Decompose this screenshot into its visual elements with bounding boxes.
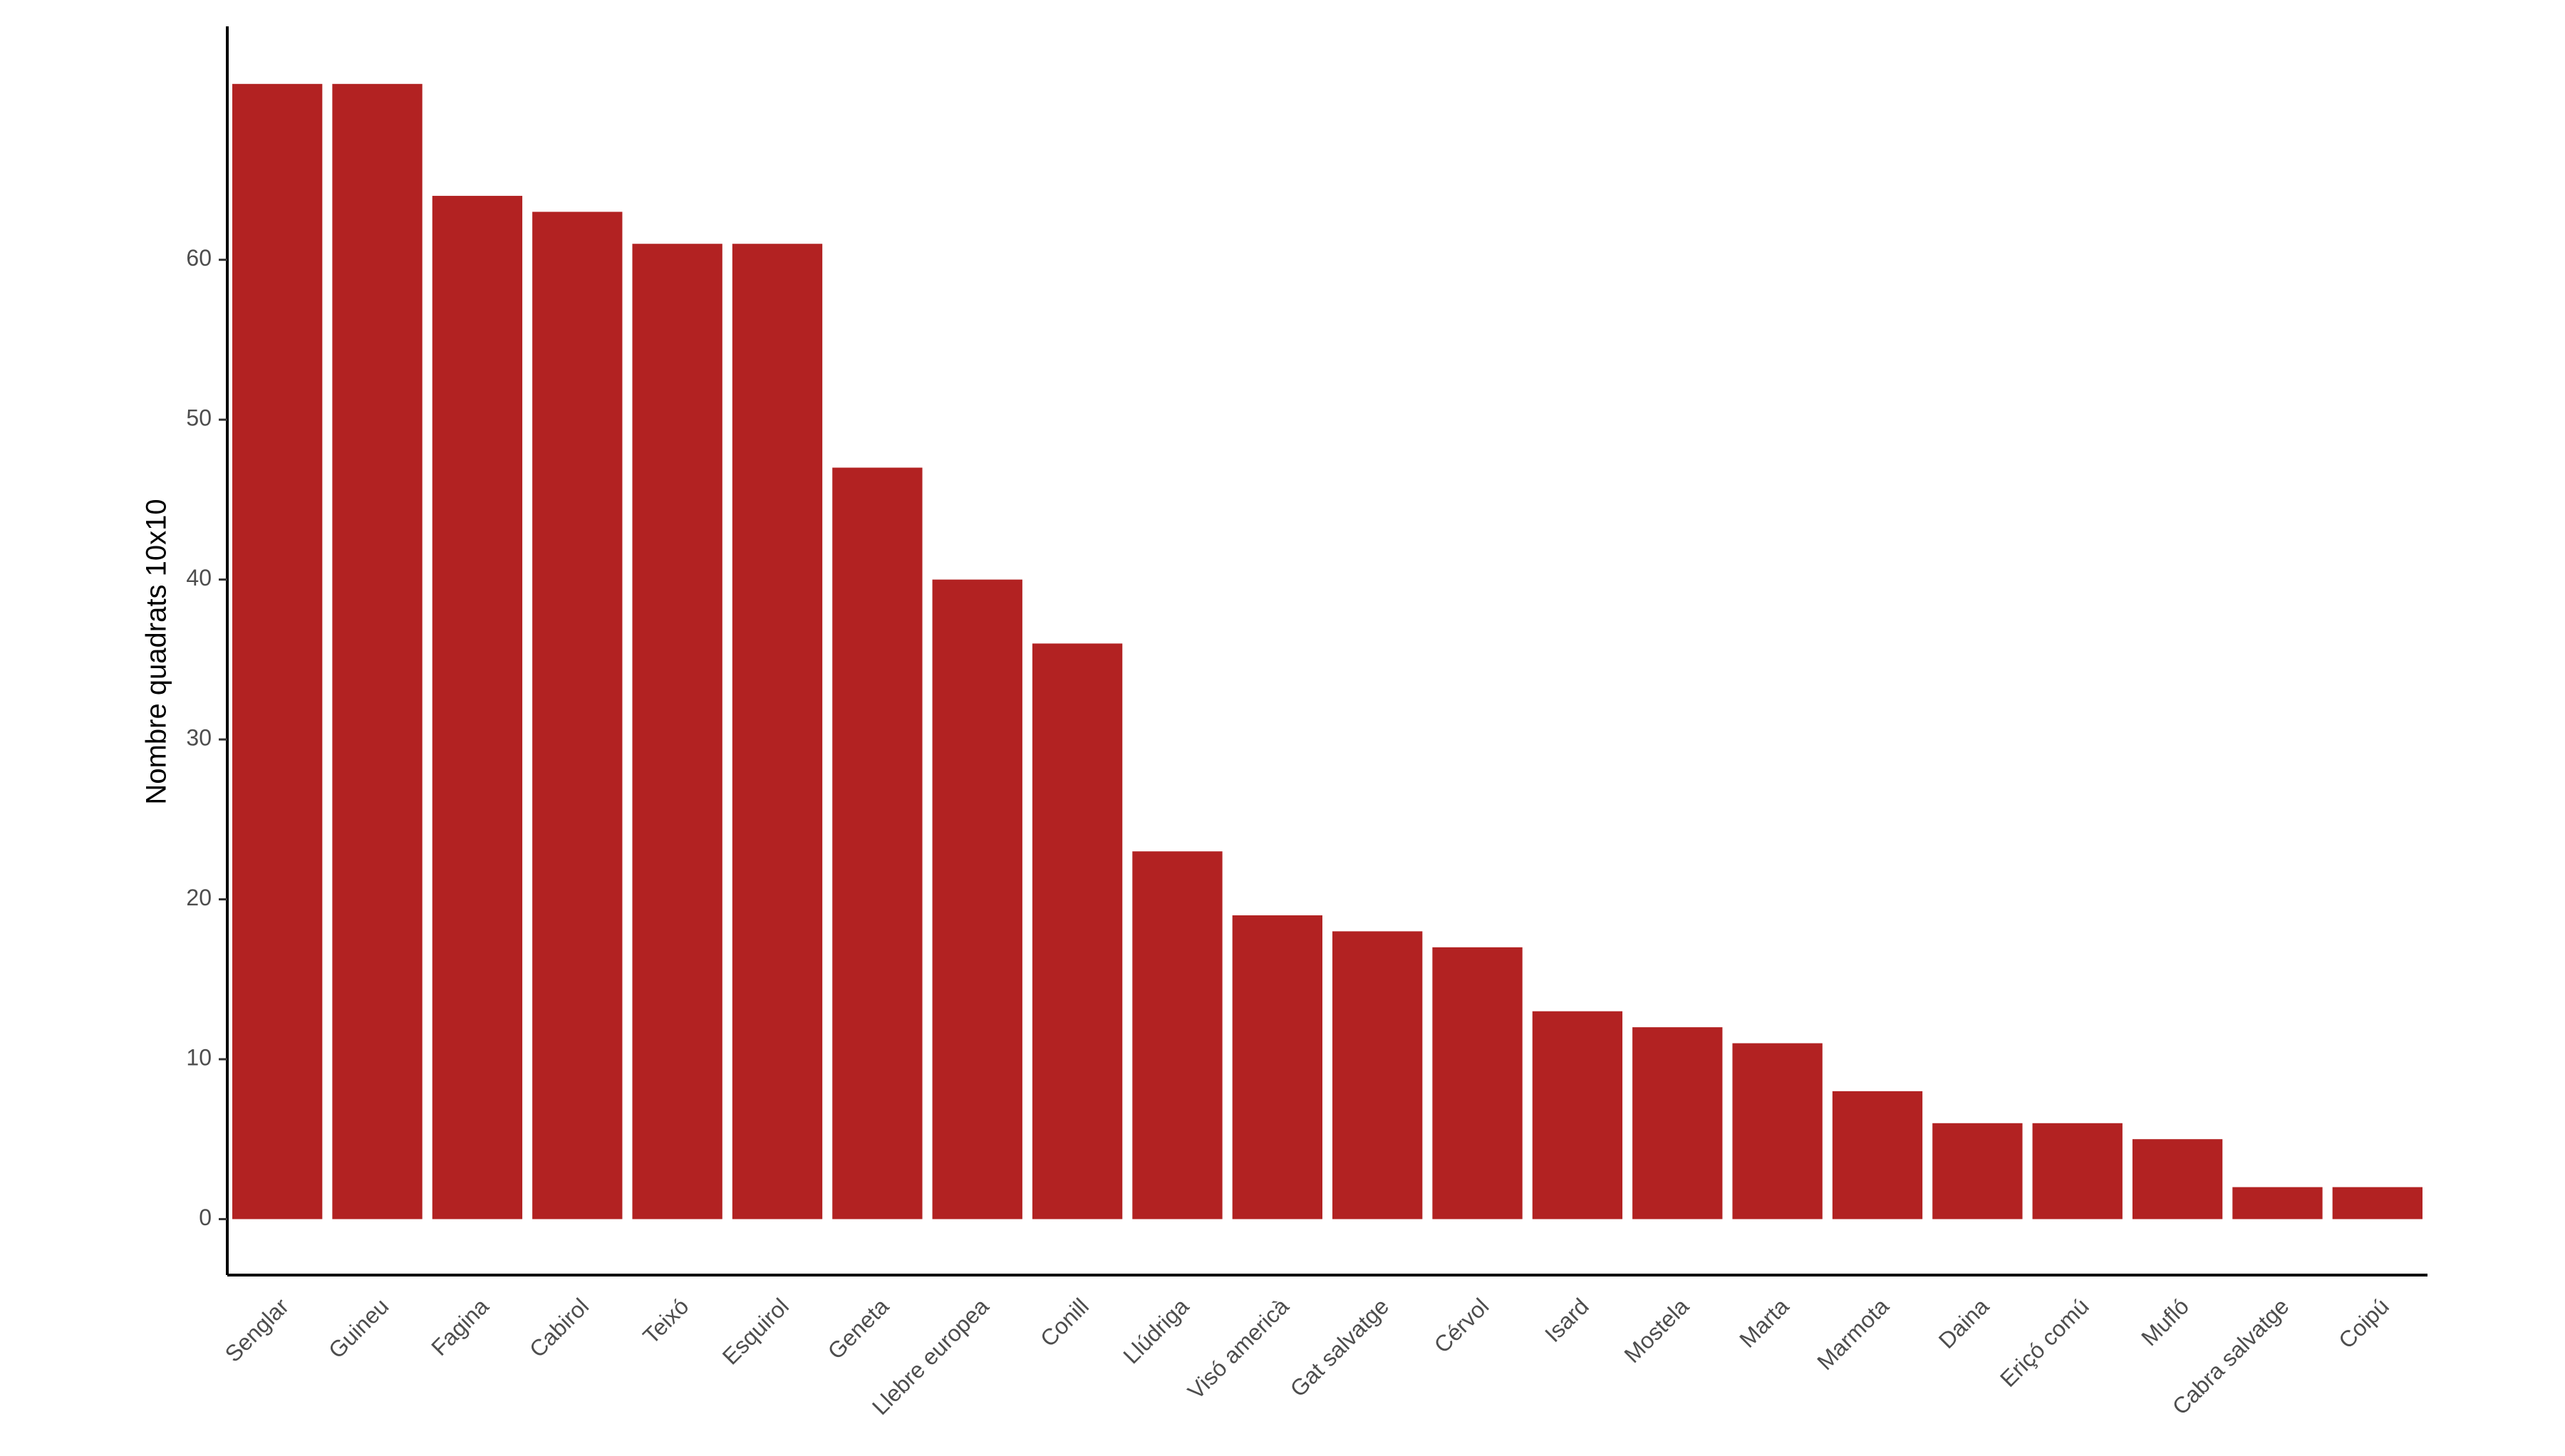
y-tick-label: 30 [186, 725, 212, 751]
bar [932, 579, 1022, 1220]
y-tick-label: 10 [186, 1044, 212, 1070]
x-tick-label: Mostela [1620, 1293, 1694, 1368]
bar [1832, 1091, 1923, 1220]
y-tick-label: 40 [186, 565, 212, 591]
bar [232, 83, 323, 1220]
y-axis-label: Nombre quadrats 10x10 [141, 499, 172, 804]
bar [1032, 643, 1123, 1220]
bar [1632, 1027, 1723, 1220]
bar [1432, 947, 1523, 1220]
bar [632, 244, 722, 1220]
x-tick-label: Coipú [2333, 1293, 2394, 1353]
x-tick-label: Marta [1734, 1293, 1793, 1352]
bar [2132, 1139, 2223, 1220]
bar [2332, 1187, 2422, 1220]
bar [1232, 915, 1322, 1220]
x-tick-label: Eriçó comú [1995, 1293, 2094, 1392]
x-tick-label: Guineu [323, 1293, 393, 1363]
x-tick-label: Esquirol [717, 1293, 794, 1369]
bar [732, 244, 823, 1220]
x-tick-label: Visó americà [1183, 1293, 1294, 1404]
x-tick-label: Geneta [823, 1293, 894, 1364]
bar [2232, 1187, 2323, 1220]
bar [1332, 931, 1423, 1220]
y-tick-label: 20 [186, 885, 212, 910]
x-tick-label: Daina [1934, 1293, 1994, 1353]
bar [1732, 1043, 1823, 1220]
x-tick-label: Mufló [2136, 1293, 2194, 1351]
y-tick-label: 0 [199, 1205, 212, 1230]
x-tick-label: Fagina [426, 1293, 494, 1361]
bar [432, 195, 523, 1220]
y-tick-label: 60 [186, 245, 212, 271]
x-tick-label: Llúdriga [1118, 1293, 1193, 1368]
bar [832, 467, 923, 1220]
bar [1532, 1011, 1623, 1220]
x-tick-label: Cérvol [1429, 1293, 1494, 1358]
bar [1932, 1123, 2023, 1220]
bar [2032, 1123, 2123, 1220]
x-tick-label: Isard [1540, 1293, 1594, 1347]
x-tick-label: Gat salvatge [1285, 1293, 1394, 1401]
x-tick-label: Senglar [220, 1293, 294, 1367]
bar [1132, 851, 1223, 1220]
x-tick-label: Marmota [1812, 1293, 1894, 1375]
y-tick-label: 50 [186, 405, 212, 431]
x-tick-label: Cabirol [524, 1293, 594, 1362]
bar [332, 83, 423, 1220]
x-tick-label: Conill [1035, 1293, 1094, 1351]
bar [532, 212, 623, 1220]
x-tick-label: Teixó [638, 1293, 693, 1348]
